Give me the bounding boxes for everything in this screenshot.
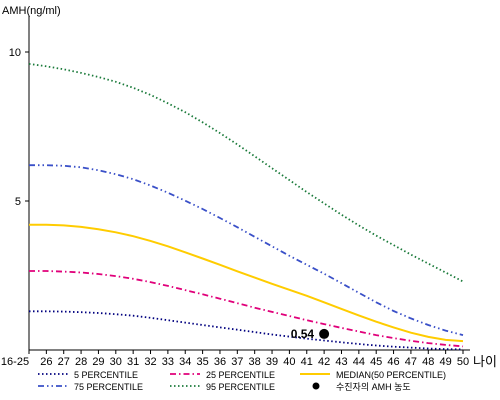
patient-amh-value-label: 0.54 bbox=[291, 327, 315, 341]
x-tick-label: 42 bbox=[318, 356, 330, 368]
x-tick-label: 41 bbox=[301, 356, 313, 368]
series-line-95-percentile bbox=[28, 63, 464, 283]
x-axis-label: 나이 bbox=[473, 354, 497, 369]
x-tick-label: 31 bbox=[127, 356, 139, 368]
x-tick-label: 48 bbox=[422, 356, 434, 368]
legend-item-amh: 수진자의 AMH 농도 bbox=[312, 382, 411, 392]
legend: 5 PERCENTILE 25 PERCENTILE MEDIAN(50 PERCE… bbox=[38, 370, 446, 392]
x-tick-label: 28 bbox=[75, 356, 87, 368]
series-line-5-percentile bbox=[29, 310, 464, 351]
legend-label: MEDIAN(50 PERCENTILE) bbox=[336, 370, 446, 380]
x-tick-label: 35 bbox=[196, 356, 208, 368]
x-tick-label: 50 bbox=[457, 356, 469, 368]
legend-item-median-50-percentile: MEDIAN(50 PERCENTILE) bbox=[300, 370, 446, 380]
legend-item-25-percentile: 25 PERCENTILE bbox=[170, 370, 275, 380]
series-line-median-50-percentile bbox=[29, 223, 464, 343]
x-tick-label: 34 bbox=[179, 356, 191, 368]
x-tick-label: 33 bbox=[162, 356, 174, 368]
x-tick-label: 38 bbox=[249, 356, 261, 368]
x-tick-label: 46 bbox=[387, 356, 399, 368]
legend-item-5-percentile: 5 PERCENTILE bbox=[38, 370, 138, 380]
x-tick-label: 32 bbox=[144, 356, 156, 368]
x-tick-label: 45 bbox=[370, 356, 382, 368]
x-tick-label: 16-25 bbox=[1, 356, 29, 368]
y-tick-label: 10 bbox=[9, 47, 21, 59]
x-tick-label: 39 bbox=[266, 356, 278, 368]
legend-label: 수진자의 AMH 농도 bbox=[336, 382, 411, 392]
patient-amh-point bbox=[319, 328, 330, 339]
x-tick-label: 27 bbox=[58, 356, 70, 368]
series-line-25-percentile bbox=[29, 270, 464, 348]
x-tick-label: 49 bbox=[440, 356, 452, 368]
legend-marker-swatch bbox=[312, 382, 320, 390]
y-axis-label: AMH(ng/ml) bbox=[2, 5, 61, 17]
x-tick-label: 44 bbox=[353, 356, 365, 368]
x-tick-label: 30 bbox=[110, 356, 122, 368]
legend-label: 75 PERCENTILE bbox=[74, 382, 143, 392]
series-line-75-percentile bbox=[29, 164, 464, 336]
series-lines bbox=[28, 63, 464, 351]
patient-marker: 0.54 bbox=[291, 327, 330, 341]
x-tick-label: 43 bbox=[335, 356, 347, 368]
axes: 5 10 16-25 26 27 28 29 30 31 32 33 34 35 36 37 38 39 40 41… bbox=[1, 16, 470, 368]
y-tick-label: 5 bbox=[15, 196, 21, 208]
x-tick-label: 40 bbox=[283, 356, 295, 368]
x-tick-label: 29 bbox=[92, 356, 104, 368]
x-tick-label: 47 bbox=[405, 356, 417, 368]
legend-label: 95 PERCENTILE bbox=[206, 382, 275, 392]
legend-label: 5 PERCENTILE bbox=[74, 370, 138, 380]
legend-label: 25 PERCENTILE bbox=[206, 370, 275, 380]
x-tick-label: 26 bbox=[40, 356, 52, 368]
x-tick-label: 37 bbox=[231, 356, 243, 368]
legend-item-75-percentile: 75 PERCENTILE bbox=[38, 382, 143, 392]
legend-item-95-percentile: 95 PERCENTILE bbox=[170, 382, 275, 392]
x-tick-label: 36 bbox=[214, 356, 226, 368]
